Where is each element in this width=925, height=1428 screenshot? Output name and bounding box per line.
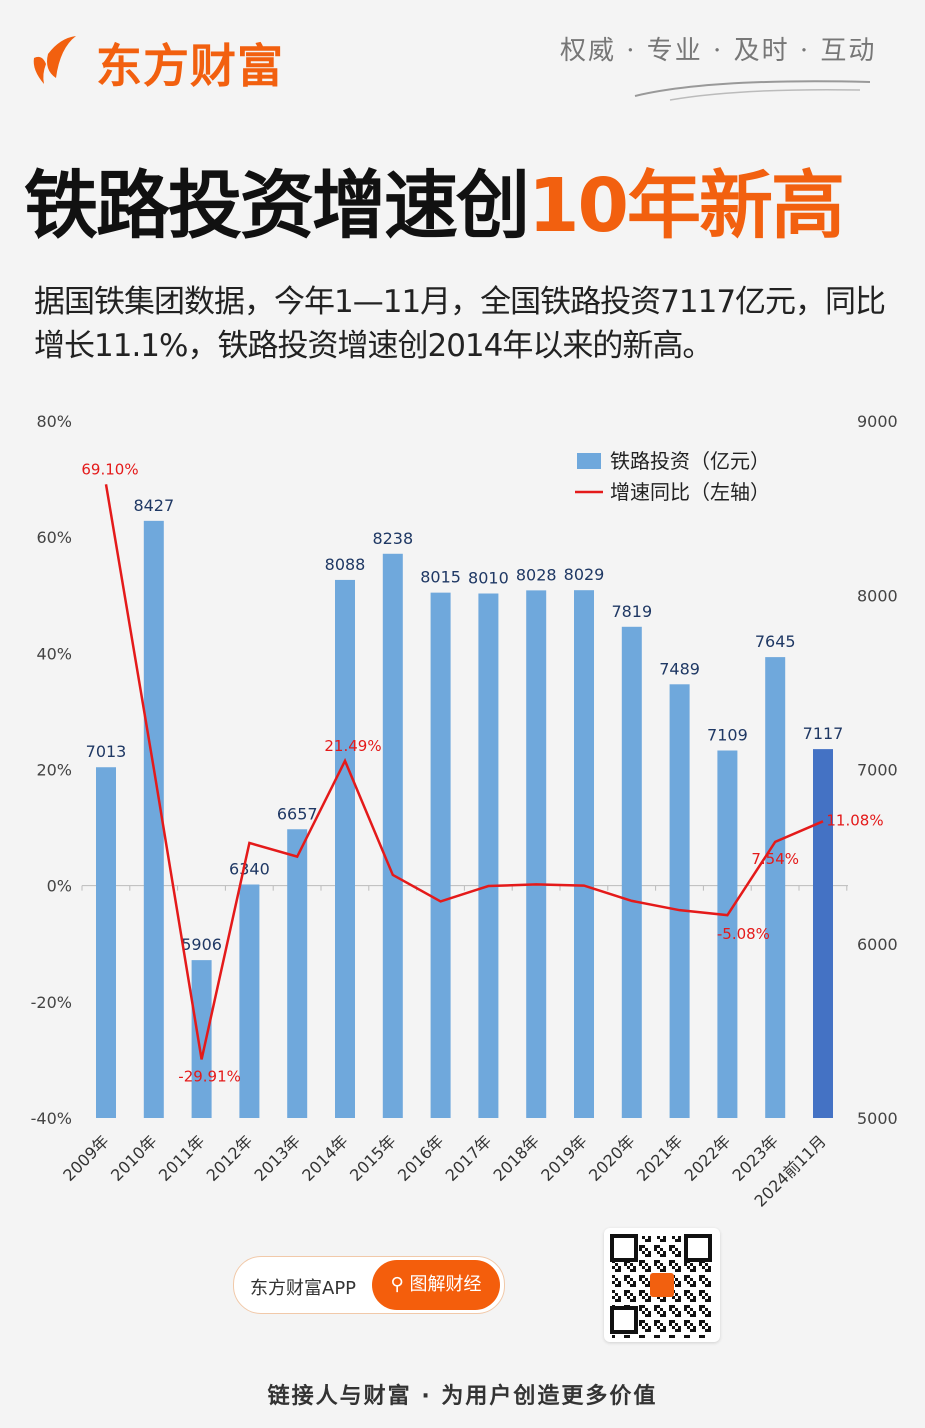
left-axis-tick: 60%	[36, 528, 72, 547]
x-axis-label: 2011年	[155, 1131, 209, 1185]
growth-line	[104, 484, 824, 1060]
chart: -40% -20% 0% 20% 40% 60% 80% 5000 6000 7000 8000 90…	[31, 412, 898, 1211]
left-axis-tick: 0%	[47, 877, 72, 896]
x-axis-label: 2012年	[203, 1131, 257, 1185]
title-main: 铁路投资增速创	[24, 163, 530, 249]
left-axis-tick: -20%	[31, 993, 72, 1012]
bar	[335, 579, 355, 1118]
x-axis-label: 2021年	[633, 1131, 687, 1185]
right-axis-tick: 8000	[857, 586, 898, 605]
right-axis-tick: 6000	[857, 935, 898, 954]
bar	[287, 829, 308, 1118]
brand-name: 东方财富	[96, 39, 284, 93]
bar-value-label: 8010	[468, 569, 509, 588]
bar	[574, 590, 594, 1118]
bar	[717, 750, 738, 1118]
page-title: 铁路投资增速创10年新高	[24, 146, 845, 253]
left-axis-tick: 40%	[36, 644, 72, 663]
x-axis-label: 2009年	[59, 1131, 113, 1185]
bar	[478, 593, 499, 1118]
bar-value-label: 8088	[325, 555, 366, 574]
legend-bar-label: 铁路投资（亿元）	[610, 449, 770, 473]
x-axis-label: 2019年	[537, 1131, 591, 1185]
growth-value-label: -29.91%	[178, 1067, 241, 1085]
bar	[669, 684, 690, 1118]
qr-code-pattern	[610, 1234, 712, 1338]
x-axis-label: 2022年	[681, 1131, 735, 1185]
search-button[interactable]: ⚲ 图解财经	[372, 1260, 500, 1310]
bar-value-label: 5906	[181, 935, 222, 954]
growth-value-label: 21.49%	[324, 737, 381, 755]
bar-value-label: 7013	[86, 742, 127, 761]
bar-value-label: 8028	[516, 565, 557, 584]
left-axis-tick: -40%	[31, 1109, 72, 1128]
right-axis-tick: 5000	[857, 1109, 898, 1128]
slogan: 权威 · 专业 · 及时 · 互动	[560, 36, 877, 66]
bar	[143, 520, 164, 1118]
search-label: 图解财经	[409, 1274, 482, 1295]
bar-value-label: 6657	[277, 804, 318, 823]
x-axis-label: 2017年	[442, 1131, 496, 1185]
x-axis-label: 2016年	[394, 1131, 448, 1185]
footer-tagline: 链接人与财富 · 为用户创造更多价值	[267, 1384, 658, 1409]
left-axis-tick: 20%	[36, 761, 72, 780]
app-search-pill[interactable]: 东方财富APP ⚲ 图解财经	[233, 1256, 505, 1314]
qr-code	[604, 1228, 720, 1342]
growth-value-label: 69.10%	[81, 460, 138, 478]
bar-value-label: 7645	[755, 632, 796, 651]
bar	[526, 590, 547, 1118]
bar	[191, 960, 212, 1118]
title-highlight: 10年新高	[528, 163, 845, 249]
growth-value-label: 7.54%	[751, 850, 799, 868]
bar	[765, 657, 786, 1118]
legend-bar-swatch	[577, 453, 601, 469]
search-icon: ⚲	[390, 1274, 410, 1295]
bar-value-label: 8029	[564, 565, 605, 584]
bar-value-label: 8238	[372, 529, 413, 548]
growth-value-label: 11.08%	[826, 811, 883, 829]
bar-value-label: 7489	[659, 659, 700, 678]
x-axis-label: 2010年	[107, 1131, 161, 1185]
bar	[96, 767, 116, 1118]
legend-line-label: 增速同比（左轴）	[610, 480, 770, 504]
brand-logo-icon	[33, 36, 76, 84]
left-axis-tick: 80%	[36, 412, 72, 431]
x-axis-label: 2015年	[346, 1131, 400, 1185]
x-axis-label: 2020年	[585, 1131, 639, 1185]
bar	[239, 884, 260, 1118]
bar-value-label: 7819	[611, 602, 652, 621]
slogan-swoosh	[634, 80, 871, 101]
x-axis-label: 2018年	[489, 1131, 543, 1185]
bar-value-label: 7109	[707, 726, 748, 745]
app-name: 东方财富APP	[250, 1278, 357, 1299]
bar	[621, 626, 642, 1118]
bar-value-label: 7117	[803, 724, 844, 743]
bar-value-label: 8427	[133, 496, 174, 515]
x-axis-label: 2014年	[298, 1131, 352, 1185]
right-axis-tick: 9000	[857, 412, 898, 431]
bar	[430, 592, 451, 1118]
intro-text: 据国铁集团数据，今年1—11月，全国铁路投资7117亿元，同比增长11.1%，铁…	[34, 284, 886, 364]
bar	[382, 553, 403, 1118]
right-axis-tick: 7000	[857, 761, 898, 780]
bar-value-label: 6340	[229, 860, 270, 879]
bar-value-label: 8015	[420, 568, 461, 587]
x-axis-label: 2013年	[250, 1131, 304, 1185]
growth-value-label: -5.08%	[717, 925, 770, 943]
bar	[813, 749, 833, 1118]
